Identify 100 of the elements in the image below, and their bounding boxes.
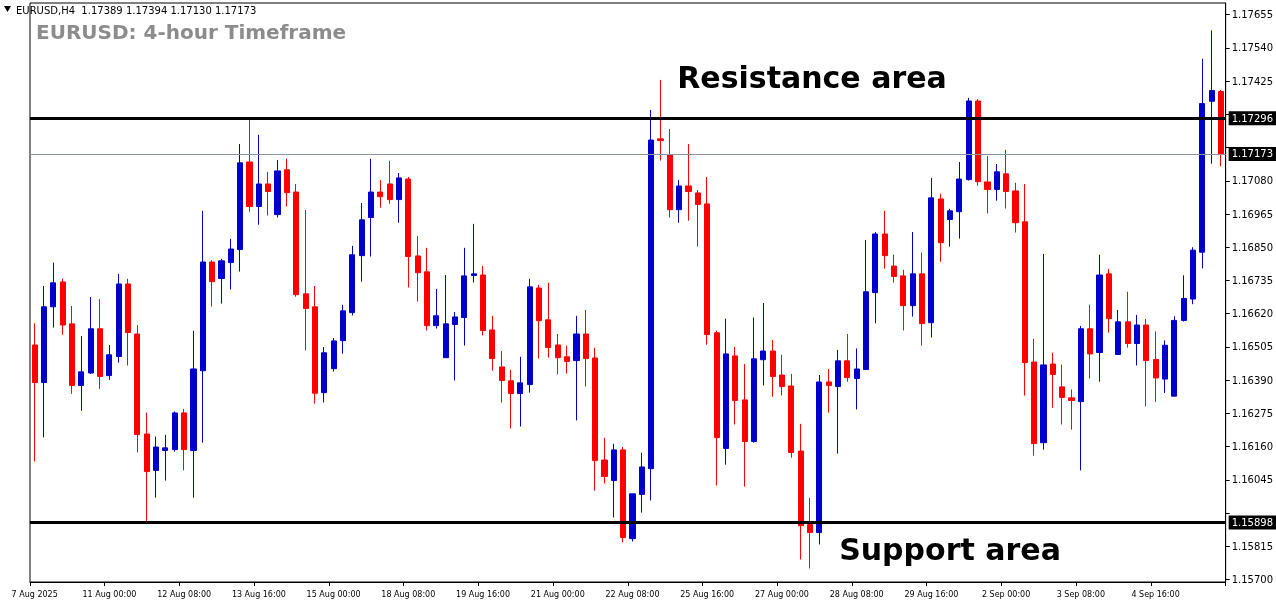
annotation: Support area bbox=[839, 531, 1061, 567]
candlestick bbox=[527, 278, 533, 394]
candlestick bbox=[190, 330, 197, 499]
candlestick bbox=[246, 118, 253, 213]
candlestick bbox=[564, 345, 570, 375]
candlestick bbox=[387, 160, 393, 205]
candlestick bbox=[1181, 274, 1187, 323]
candlestick bbox=[340, 304, 346, 355]
annotation: Resistance area bbox=[677, 59, 947, 95]
x-tick-label: 11 Aug 00:00 bbox=[82, 589, 137, 599]
candlestick bbox=[415, 235, 421, 303]
candlestick bbox=[424, 247, 430, 332]
candlestick bbox=[433, 288, 439, 329]
candlestick bbox=[396, 172, 402, 224]
candlestick bbox=[826, 368, 832, 414]
x-tick-label: 4 Sep 16:00 bbox=[1131, 589, 1180, 599]
candlestick bbox=[1012, 182, 1019, 234]
candlestick bbox=[349, 245, 355, 316]
candlestick bbox=[153, 436, 159, 499]
candlestick bbox=[592, 347, 598, 492]
candlestick bbox=[732, 346, 738, 425]
candlestick bbox=[807, 497, 813, 569]
candlestick bbox=[723, 318, 729, 466]
candlestick bbox=[321, 346, 327, 403]
candlestick bbox=[854, 347, 860, 410]
candlestick bbox=[1218, 89, 1224, 167]
x-tick-label: 22 Aug 08:00 bbox=[605, 589, 660, 599]
y-tick-label: 1.16850 bbox=[1231, 241, 1274, 253]
candlestick bbox=[994, 163, 1000, 202]
candlestick bbox=[443, 274, 449, 359]
candlestick bbox=[1162, 339, 1168, 394]
candlestick bbox=[377, 179, 383, 209]
candlestick bbox=[573, 315, 580, 421]
x-tick-label: 19 Aug 16:00 bbox=[456, 589, 511, 599]
candlestick bbox=[162, 434, 168, 482]
candlestick bbox=[844, 333, 850, 383]
ref-line-label: 1.17173 bbox=[1231, 148, 1274, 160]
candlestick bbox=[461, 247, 467, 347]
candlestick bbox=[1143, 318, 1149, 408]
x-tick-label: 12 Aug 08:00 bbox=[157, 589, 212, 599]
candlestick bbox=[144, 412, 150, 523]
candlestick bbox=[78, 335, 84, 412]
x-tick-label: 3 Sep 08:00 bbox=[1056, 589, 1106, 599]
candlestick bbox=[517, 356, 523, 427]
candlestick bbox=[489, 315, 495, 372]
y-tick-label: 1.16735 bbox=[1231, 275, 1274, 286]
y-tick-label: 1.16160 bbox=[1231, 441, 1274, 453]
text: EURUSD: 4-hour Timeframe bbox=[36, 20, 347, 44]
candlestick bbox=[704, 176, 710, 346]
candlestick bbox=[555, 333, 561, 375]
candlestick bbox=[611, 443, 617, 519]
y-tick-label: 1.17425 bbox=[1231, 75, 1274, 87]
candlestick bbox=[1171, 315, 1177, 397]
x-tick-label: 18 Aug 08:00 bbox=[381, 589, 436, 599]
candlestick bbox=[499, 350, 505, 403]
candlestick bbox=[816, 374, 822, 545]
candlestick bbox=[134, 324, 140, 453]
candlestick bbox=[1190, 246, 1196, 305]
candlestick bbox=[910, 231, 916, 318]
y-tick-label: 1.16275 bbox=[1231, 407, 1274, 419]
candlestick bbox=[629, 493, 636, 543]
candlestick bbox=[1134, 314, 1140, 366]
candlestick bbox=[919, 251, 925, 347]
ref-line-label: 1.15898 bbox=[1231, 516, 1274, 528]
y-tick-label: 1.16390 bbox=[1231, 374, 1274, 386]
x-tick-label: 13 Aug 16:00 bbox=[231, 589, 286, 599]
candlestick bbox=[265, 171, 271, 216]
candlestick bbox=[312, 285, 318, 405]
candlestick bbox=[975, 98, 981, 187]
y-tick-label: 1.15700 bbox=[1231, 574, 1274, 586]
candlestick bbox=[695, 189, 701, 248]
candlestick bbox=[900, 269, 906, 332]
candlestick bbox=[601, 437, 608, 484]
x-tick-label: 27 Aug 00:00 bbox=[754, 589, 809, 599]
candlestick bbox=[751, 317, 757, 444]
candlestick bbox=[452, 311, 458, 382]
candlestick bbox=[181, 408, 187, 471]
candlestick bbox=[928, 177, 934, 338]
candlestick bbox=[770, 339, 776, 398]
candlestick bbox=[938, 193, 944, 263]
candlestick bbox=[714, 330, 720, 486]
candlestick bbox=[1209, 29, 1215, 165]
y-tick-label: 1.17655 bbox=[1231, 9, 1274, 21]
candlestick bbox=[1106, 268, 1112, 334]
candlestick bbox=[480, 265, 486, 336]
x-tick-label: 2 Sep 00:00 bbox=[981, 589, 1031, 599]
y-tick-label: 1.15815 bbox=[1231, 540, 1274, 552]
candlestick bbox=[1068, 388, 1075, 431]
x-tick-label: 7 Aug 2025 bbox=[11, 589, 58, 599]
candlestick bbox=[798, 423, 804, 560]
candlestick bbox=[32, 322, 38, 462]
candlestick bbox=[237, 143, 243, 273]
y-tick-label: 1.16045 bbox=[1231, 474, 1274, 486]
candlestick bbox=[256, 134, 262, 226]
candlestick bbox=[779, 354, 785, 397]
candlestick bbox=[284, 158, 290, 207]
candlestick bbox=[1050, 352, 1056, 409]
candlestick bbox=[1003, 149, 1009, 210]
candlestick bbox=[956, 161, 962, 240]
candlestick bbox=[966, 97, 972, 181]
